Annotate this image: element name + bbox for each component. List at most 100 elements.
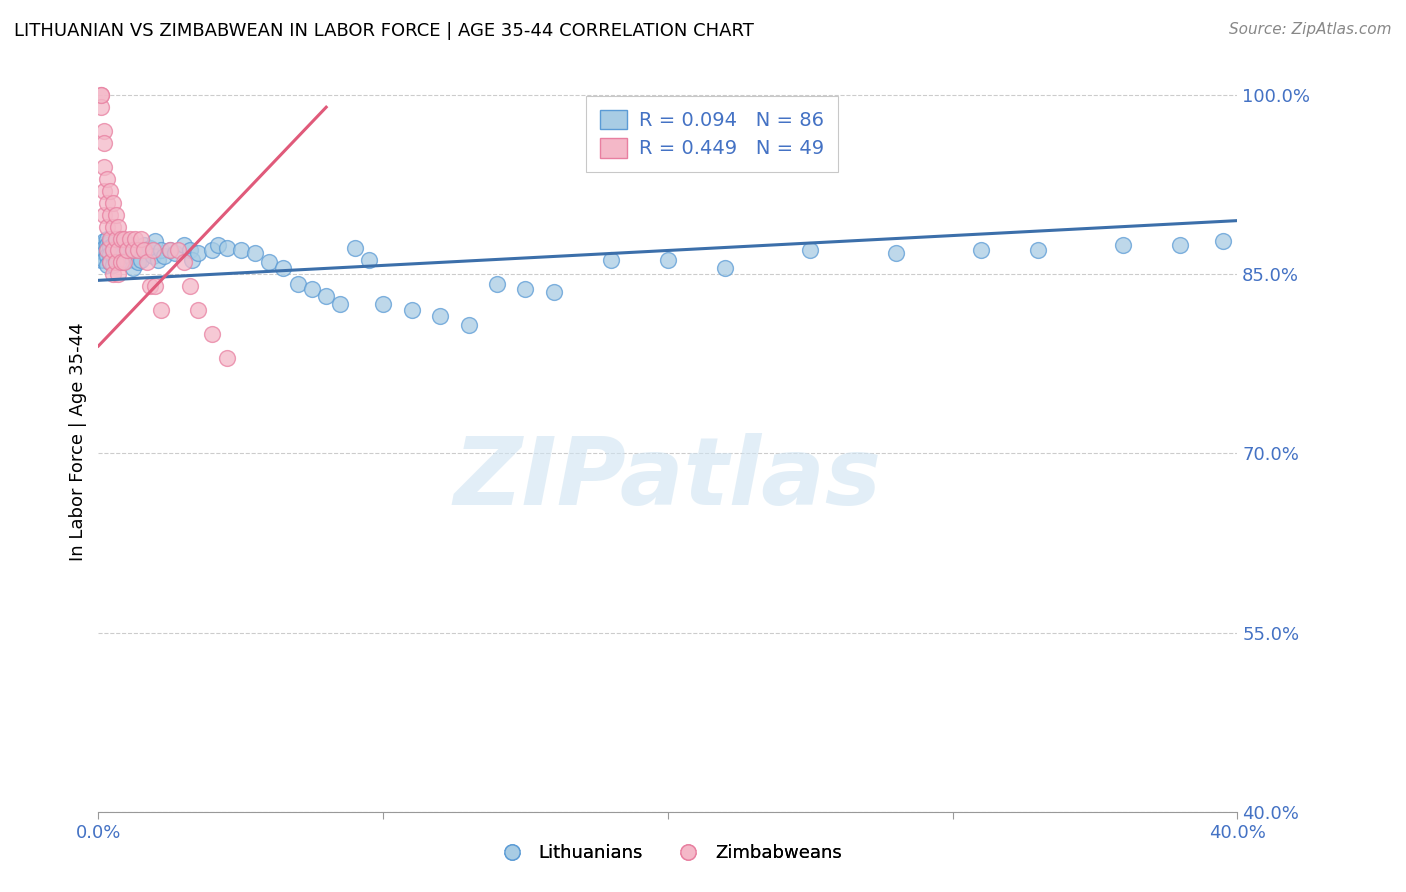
Point <box>104 231 127 245</box>
Point <box>107 237 129 252</box>
Point <box>98 247 121 261</box>
Point <box>101 244 124 258</box>
Point <box>273 261 295 276</box>
Point <box>112 231 135 245</box>
Point <box>98 184 121 198</box>
Point <box>357 253 380 268</box>
Point <box>401 303 423 318</box>
Point <box>167 244 190 258</box>
Y-axis label: In Labor Force | Age 35-44: In Labor Force | Age 35-44 <box>69 322 87 561</box>
Point <box>118 250 141 264</box>
Point <box>124 231 146 245</box>
Point <box>141 244 163 258</box>
Legend: Lithuanians, Zimbabweans: Lithuanians, Zimbabweans <box>486 837 849 870</box>
Point <box>187 245 209 260</box>
Point <box>429 309 451 323</box>
Point <box>1212 234 1234 248</box>
Point <box>187 303 209 318</box>
Point <box>141 250 163 264</box>
Point <box>129 253 152 268</box>
Point <box>107 219 129 234</box>
Point <box>96 244 118 258</box>
Point <box>201 327 224 342</box>
Point <box>159 244 181 258</box>
Point <box>101 250 124 264</box>
Point <box>93 245 115 260</box>
Point <box>181 253 204 268</box>
Point <box>93 136 115 150</box>
Point <box>173 255 195 269</box>
Point <box>96 219 118 234</box>
Point <box>101 219 124 234</box>
Point <box>884 245 907 260</box>
Point <box>229 244 252 258</box>
Point <box>179 279 201 293</box>
Point <box>107 244 129 258</box>
Point <box>93 184 115 198</box>
Point <box>90 88 112 103</box>
Point <box>98 231 121 245</box>
Point <box>135 244 157 258</box>
Point <box>132 244 155 258</box>
Point <box>93 208 115 222</box>
Point <box>107 244 129 258</box>
Point <box>215 241 238 255</box>
Point <box>93 241 115 255</box>
Point <box>148 253 170 268</box>
Point <box>173 237 195 252</box>
Point <box>135 255 157 269</box>
Point <box>145 234 167 248</box>
Point <box>112 245 135 260</box>
Point <box>1112 237 1135 252</box>
Point <box>90 100 112 114</box>
Point <box>1026 244 1049 258</box>
Point <box>600 253 623 268</box>
Point <box>486 277 509 291</box>
Text: Source: ZipAtlas.com: Source: ZipAtlas.com <box>1229 22 1392 37</box>
Point <box>127 244 149 258</box>
Point <box>93 234 115 248</box>
Point <box>138 241 160 255</box>
Point <box>90 88 112 103</box>
Point <box>93 253 115 268</box>
Point <box>90 253 112 268</box>
Point <box>110 255 132 269</box>
Point <box>515 282 537 296</box>
Point <box>657 253 679 268</box>
Point <box>104 255 127 269</box>
Point <box>118 231 141 245</box>
Point <box>101 195 124 210</box>
Point <box>243 245 266 260</box>
Point <box>132 237 155 252</box>
Point <box>112 255 135 269</box>
Point <box>96 244 118 258</box>
Point <box>101 258 124 272</box>
Point <box>107 253 129 268</box>
Point <box>115 241 138 255</box>
Point <box>104 208 127 222</box>
Point <box>121 244 143 258</box>
Text: ZIPatlas: ZIPatlas <box>454 433 882 524</box>
Point <box>373 297 395 311</box>
Point <box>714 261 737 276</box>
Point <box>110 247 132 261</box>
Point <box>121 253 143 268</box>
Point <box>315 289 337 303</box>
Point <box>121 261 143 276</box>
Point <box>101 237 124 252</box>
Point <box>179 244 201 258</box>
Point <box>112 237 135 252</box>
Point <box>165 245 187 260</box>
Point <box>127 255 149 269</box>
Point <box>90 237 112 252</box>
Point <box>98 208 121 222</box>
Point <box>98 240 121 254</box>
Point <box>153 250 176 264</box>
Point <box>121 244 143 258</box>
Point <box>201 244 224 258</box>
Point <box>93 124 115 138</box>
Point <box>110 231 132 245</box>
Point <box>98 234 121 248</box>
Point <box>138 279 160 293</box>
Point <box>110 241 132 255</box>
